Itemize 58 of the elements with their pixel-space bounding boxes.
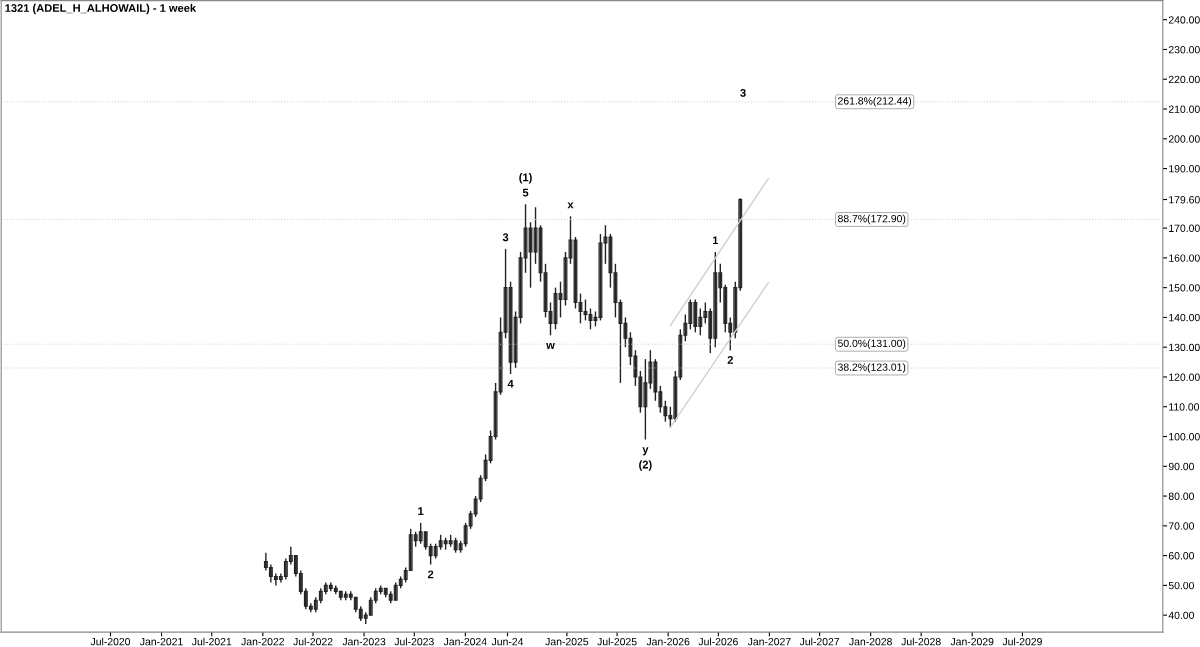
y-tick-label: 120.00	[1169, 373, 1200, 381]
annotation: (1)	[519, 173, 532, 184]
x-tick-label: Jul-2028	[901, 637, 941, 646]
x-tick-label: Jul-2029	[1002, 637, 1042, 646]
x-tick-label: Jul-2022	[293, 637, 333, 646]
x-tick-label: Jan-2021	[140, 637, 183, 646]
annotation: 3	[502, 233, 509, 242]
annotation: 5	[522, 188, 529, 197]
annotation: 1	[418, 507, 424, 515]
x-tick-label: Jan-2028	[849, 637, 892, 646]
annotation: 3	[740, 88, 746, 97]
ref-line-label: 50.0%(131.00)	[837, 339, 906, 350]
y-tick-label: 170.00	[1169, 224, 1200, 232]
annotation: w	[546, 343, 555, 349]
y-tick-label: 130.00	[1169, 343, 1200, 352]
y-tick-label: 230.00	[1168, 45, 1200, 54]
y-tick-label: 220.00	[1168, 75, 1200, 84]
x-tick-label: Jul-2023	[394, 637, 434, 646]
x-tick-label: Jan-2023	[342, 637, 386, 646]
annotation: 2	[427, 570, 434, 579]
y-tick-label: 210.00	[1168, 105, 1200, 113]
x-tick-label: Jul-2027	[799, 637, 840, 646]
x-tick-label: Jan-2026	[646, 637, 690, 646]
x-tick-label: Jul-2020	[90, 637, 131, 646]
x-tick-label: Jan-2027	[747, 637, 791, 646]
x-tick-label: Jul-2021	[191, 637, 232, 646]
x-tick-label: Jan-2029	[950, 637, 994, 646]
ref-line-label: 261.8%(212.44)	[838, 96, 912, 107]
ref-line-label: 38.2%(123.01)	[837, 363, 906, 373]
annotation: x	[567, 202, 574, 209]
x-tick-label: Jul-2026	[698, 637, 738, 646]
x-tick-label: Jan-2025	[545, 637, 589, 646]
x-tick-label: Jan-2024	[443, 637, 487, 646]
y-tick-label: 50.00	[1168, 581, 1195, 590]
y-tick-label: 60.00	[1168, 552, 1195, 560]
x-tick-label: Jun-24	[491, 637, 524, 646]
x-tick-label: Jul-2025	[597, 637, 637, 646]
y-tick-label: 240.00	[1168, 16, 1200, 24]
annotation: y	[642, 447, 649, 456]
chart-title: 1321 (ADEL_H_ALHOWAIL) - 1 week	[5, 3, 197, 15]
y-tick-label: 140.00	[1169, 313, 1200, 322]
annotation: 2	[727, 356, 733, 364]
annotation: 1	[712, 236, 719, 245]
y-tick-label: 190.00	[1169, 165, 1200, 173]
ref-line-label: 88.7%(172.90)	[838, 214, 906, 225]
y-tick-label: 110.00	[1169, 403, 1200, 411]
y-tick-label: 90.00	[1168, 462, 1195, 471]
y-tick-label: 200.00	[1168, 135, 1200, 143]
y-tick-label: 179.60	[1169, 196, 1200, 204]
y-tick-label: 40.00	[1168, 611, 1195, 620]
annotation: (2)	[639, 460, 652, 471]
y-tick-label: 70.00	[1168, 522, 1195, 530]
x-tick-label: Jan-2022	[241, 637, 285, 646]
y-tick-label: 100.00	[1169, 433, 1200, 441]
y-tick-label: 80.00	[1168, 492, 1195, 500]
y-tick-label: 150.00	[1169, 284, 1200, 292]
y-tick-label: 160.00	[1169, 254, 1200, 262]
annotation: 4	[507, 379, 514, 388]
